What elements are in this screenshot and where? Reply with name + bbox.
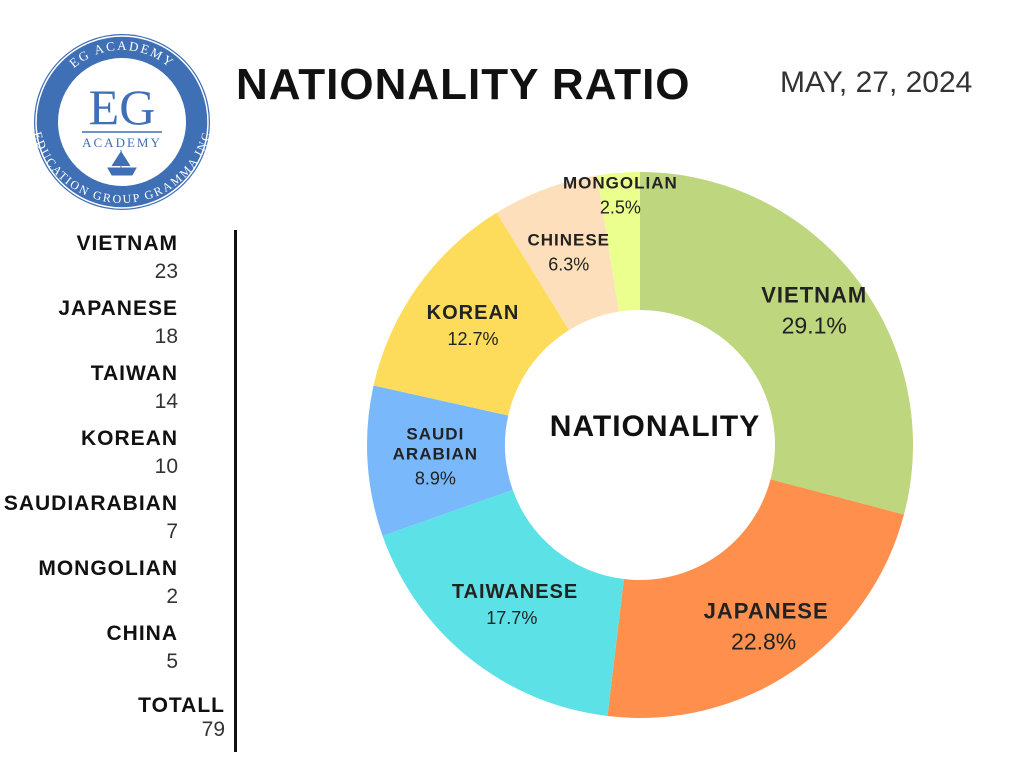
logo-mark: EG xyxy=(89,79,156,135)
list-name: CHINA xyxy=(106,622,178,645)
slice-name: KOREAN xyxy=(426,302,520,325)
slice-label: KOREAN 12.7% xyxy=(413,302,533,350)
slice xyxy=(382,489,624,717)
divider xyxy=(234,230,237,752)
nationality-list: VIETNAM 23 JAPANESE 18 TAIWAN 14 KOREAN 10 SAUDI… xyxy=(4,232,178,687)
list-count: 10 xyxy=(154,455,178,478)
list-name: SAUDIARABIAN xyxy=(3,492,178,515)
slice-label: MONGOLIAN 2.5% xyxy=(560,173,680,218)
center-label: NATIONALITY xyxy=(549,410,761,443)
slice xyxy=(640,172,913,515)
slice-label: TAIWANESE 17.7% xyxy=(451,580,579,629)
list-name: VIETNAM xyxy=(76,232,178,255)
slice-label: SAUDI ARABIAN 8.9% xyxy=(375,425,495,490)
list-item: VIETNAM 23 xyxy=(4,232,179,297)
list-item: TAIWAN 14 xyxy=(4,362,178,427)
slice xyxy=(607,479,904,718)
list-item: KOREAN 10 xyxy=(4,427,178,492)
total: TOTALL 79 xyxy=(138,694,225,742)
slice-value: 17.7% xyxy=(486,607,538,628)
list-count: 18 xyxy=(154,325,178,348)
logo: EG ACADEMY EDUCATION GROUP GRAMMA INC EG… xyxy=(31,34,212,210)
total-value: 79 xyxy=(201,718,225,741)
list-count: 23 xyxy=(154,260,178,283)
slice-value: 22.8% xyxy=(731,628,797,655)
slice-value: 6.3% xyxy=(548,254,590,275)
total-label: TOTALL xyxy=(138,694,225,717)
list-name: KOREAN xyxy=(80,427,178,450)
list-name: MONGOLIAN xyxy=(38,557,178,580)
slice-name: SAUDI ARABIAN xyxy=(392,424,479,464)
slice-value: 2.5% xyxy=(599,197,641,218)
slice-value: 29.1% xyxy=(781,312,847,339)
list-item: CHINA 5 xyxy=(4,622,179,687)
list-count: 7 xyxy=(166,520,178,543)
logo-sub: ACADEMY xyxy=(82,135,162,150)
list-item: JAPANESE 18 xyxy=(4,297,178,362)
slice-name: CHINESE xyxy=(527,230,611,250)
list-name: TAIWAN xyxy=(90,362,178,385)
list-name: JAPANESE xyxy=(58,297,178,320)
list-item: SAUDIARABIAN 7 xyxy=(4,492,178,557)
slice-name: TAIWANESE xyxy=(451,580,579,603)
slice-label: JAPANESE 22.8% xyxy=(703,598,829,655)
slice xyxy=(597,172,640,312)
list-count: 14 xyxy=(154,390,178,413)
donut xyxy=(367,172,913,718)
list-count: 5 xyxy=(166,650,178,673)
slice-label: VIETNAM 29.1% xyxy=(754,282,874,339)
slice xyxy=(367,385,513,536)
date: MAY, 27, 2024 xyxy=(780,66,973,99)
slice-value: 12.7% xyxy=(447,329,499,350)
list-item: MONGOLIAN 2 xyxy=(4,557,178,622)
slice-value: 8.9% xyxy=(414,468,456,489)
slice xyxy=(496,175,619,331)
slice-name: JAPANESE xyxy=(703,598,829,624)
title: NATIONALITY RATIO xyxy=(236,60,691,109)
slice-name: MONGOLIAN xyxy=(562,173,678,193)
list-count: 2 xyxy=(166,585,178,608)
slice-name: VIETNAM xyxy=(761,282,868,308)
slice xyxy=(373,212,570,416)
slice-label: CHINESE 6.3% xyxy=(509,230,629,275)
